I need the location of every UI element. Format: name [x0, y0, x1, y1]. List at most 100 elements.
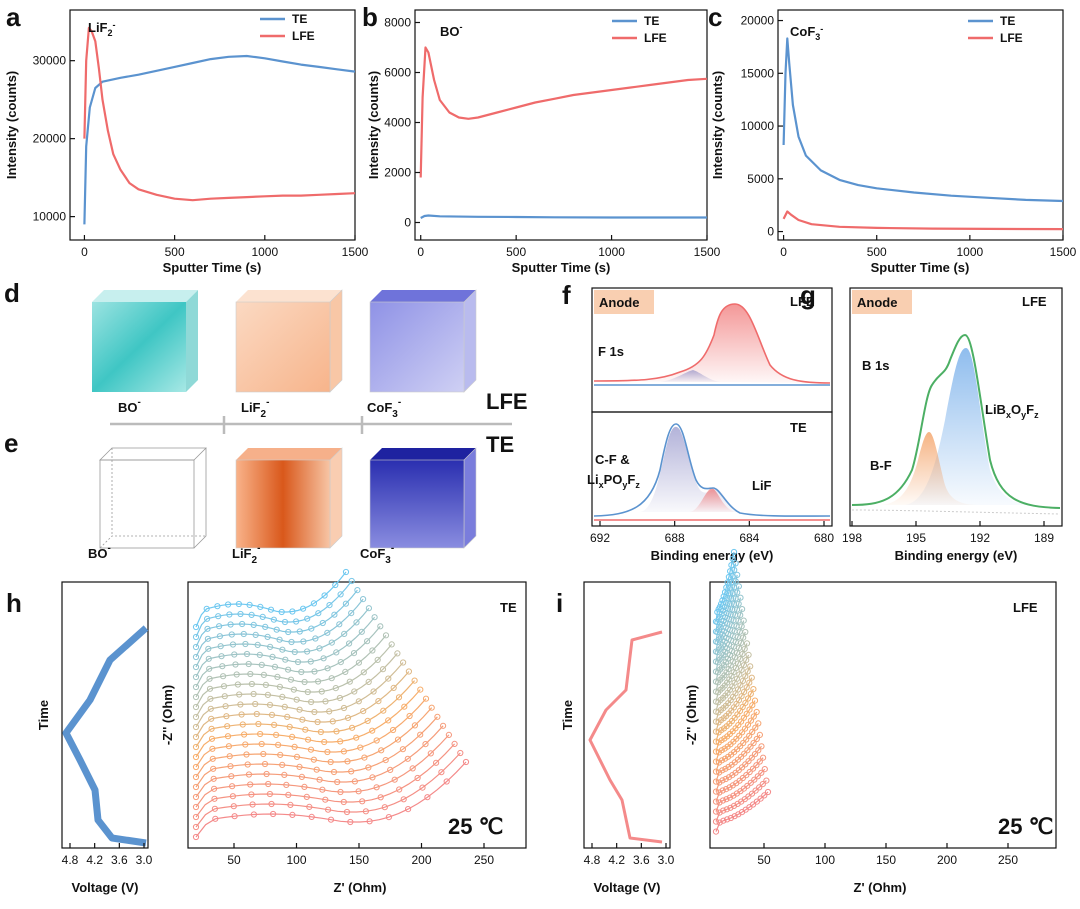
y-tick-label: 6000: [384, 66, 411, 80]
plot-area-b: 0 500 1000 1500 0 2000 4000 6000 8000: [384, 16, 720, 260]
nyquist-point: [735, 583, 743, 590]
nyquist-axes-h: [187, 581, 527, 849]
nyquist-point: [364, 638, 371, 645]
nyquist-point: [231, 651, 238, 658]
nyquist-point: [724, 816, 731, 823]
nyquist-point: [721, 628, 728, 635]
nyquist-point: [720, 593, 727, 600]
nyquist-curve: [195, 589, 358, 648]
nyquist-point: [304, 688, 311, 696]
nyquist-point: [740, 617, 747, 624]
nyquist-point: [378, 747, 385, 754]
nyquist-point: [388, 641, 395, 648]
nyquist-point: [740, 714, 748, 721]
nyquist-point: [729, 590, 736, 597]
nyquist-point: [757, 795, 764, 802]
x-tick-label: 3.6: [111, 853, 128, 867]
x-tick-label: 3.6: [633, 853, 650, 867]
nyquist-point: [192, 653, 200, 661]
nyquist-point: [720, 651, 727, 659]
x-tick-label: 688: [665, 531, 685, 545]
time-label-i: Time: [560, 700, 575, 730]
nyquist-point: [342, 668, 349, 676]
nyquist-point: [273, 731, 280, 739]
nyquist-point: [192, 693, 200, 701]
nyquist-point: [749, 702, 756, 709]
voltage-label-i: Voltage (V): [594, 880, 661, 895]
temp-label-h: 25 ℃: [448, 814, 503, 839]
nyquist-point: [395, 694, 403, 701]
nyquist-point: [258, 661, 265, 669]
nyquist-point: [751, 776, 758, 783]
nyquist-point: [228, 631, 235, 638]
tag-te-h: TE: [500, 600, 517, 615]
nyquist-point: [419, 784, 426, 791]
nyquist-point: [750, 686, 757, 693]
nyquist-point: [267, 643, 274, 651]
nyquist-point: [226, 753, 233, 760]
nyquist-point: [738, 753, 745, 760]
nyquist-point: [327, 816, 335, 823]
nyquist-point: [355, 788, 362, 795]
nyquist-point: [722, 659, 730, 666]
axes-frame-g: [849, 287, 1063, 527]
x-tick-label: 200: [937, 853, 957, 867]
nyquist-point: [216, 623, 223, 630]
nyquist-point: [262, 681, 269, 689]
nyquist-point: [355, 698, 362, 705]
nyquist-point: [726, 794, 734, 801]
cube-bo-lfe: [92, 290, 198, 392]
nyquist-point: [720, 807, 727, 814]
nyquist-point: [235, 600, 242, 608]
nyquist-point: [721, 638, 728, 645]
nyquist-point: [743, 657, 750, 664]
z-im-label-i: -Z'' (Ohm): [684, 685, 699, 745]
nyquist-point: [245, 771, 253, 778]
nyquist-point: [326, 602, 333, 609]
nyquist-point: [248, 611, 255, 619]
nyquist-point: [740, 634, 747, 641]
nyquist-point: [281, 771, 288, 779]
nyquist-point: [317, 728, 324, 736]
nyquist-point: [206, 665, 213, 672]
nyquist-point: [422, 695, 430, 702]
nyquist-curve: [715, 551, 735, 622]
nyquist-point: [334, 778, 341, 786]
nyquist-point: [208, 725, 215, 732]
nyquist-point: [261, 760, 269, 768]
nyquist-point: [208, 715, 215, 722]
nyquist-point: [222, 703, 229, 710]
nyquist-point: [719, 641, 727, 648]
nyquist-point: [390, 684, 397, 692]
nyquist-curve: [195, 616, 376, 678]
nyquist-curve: [195, 761, 467, 838]
z-ticks-i: 50 100 150 200 250: [757, 843, 1018, 867]
nyquist-point: [290, 686, 297, 693]
nyquist-point: [417, 686, 424, 693]
x-ticks-g: 198 195 192 189: [842, 521, 1054, 545]
nyquist-point: [744, 721, 752, 728]
nyquist-point: [720, 817, 727, 824]
panel-i: i Time 4.8 4.2 3.6 3.0 Voltage (V) LFE 25 ℃…: [556, 548, 1057, 895]
nyquist-point: [753, 708, 760, 716]
anode-badge-f: [594, 290, 654, 314]
row-label-lfe: LFE: [486, 389, 528, 414]
nyquist-point: [239, 721, 246, 728]
y-tick-label: 15000: [741, 66, 775, 80]
nyquist-point: [734, 589, 741, 596]
nyquist-point: [228, 773, 235, 780]
nyquist-point: [743, 710, 750, 717]
y-tick-label: 2000: [384, 166, 411, 180]
nyquist-point: [374, 656, 381, 664]
nyquist-point: [242, 741, 249, 748]
nyquist-point: [337, 591, 344, 598]
series-line-te: [782, 37, 1064, 203]
x-tick-label: 0: [81, 245, 88, 259]
nyquist-point: [745, 758, 752, 765]
nyquist-point: [381, 804, 388, 811]
voltage-ticks-h: 4.8 4.2 3.6 3.0: [62, 843, 153, 867]
nyquist-curve: [195, 743, 456, 818]
nyquist-point: [275, 741, 282, 749]
nyquist-point: [288, 638, 295, 646]
